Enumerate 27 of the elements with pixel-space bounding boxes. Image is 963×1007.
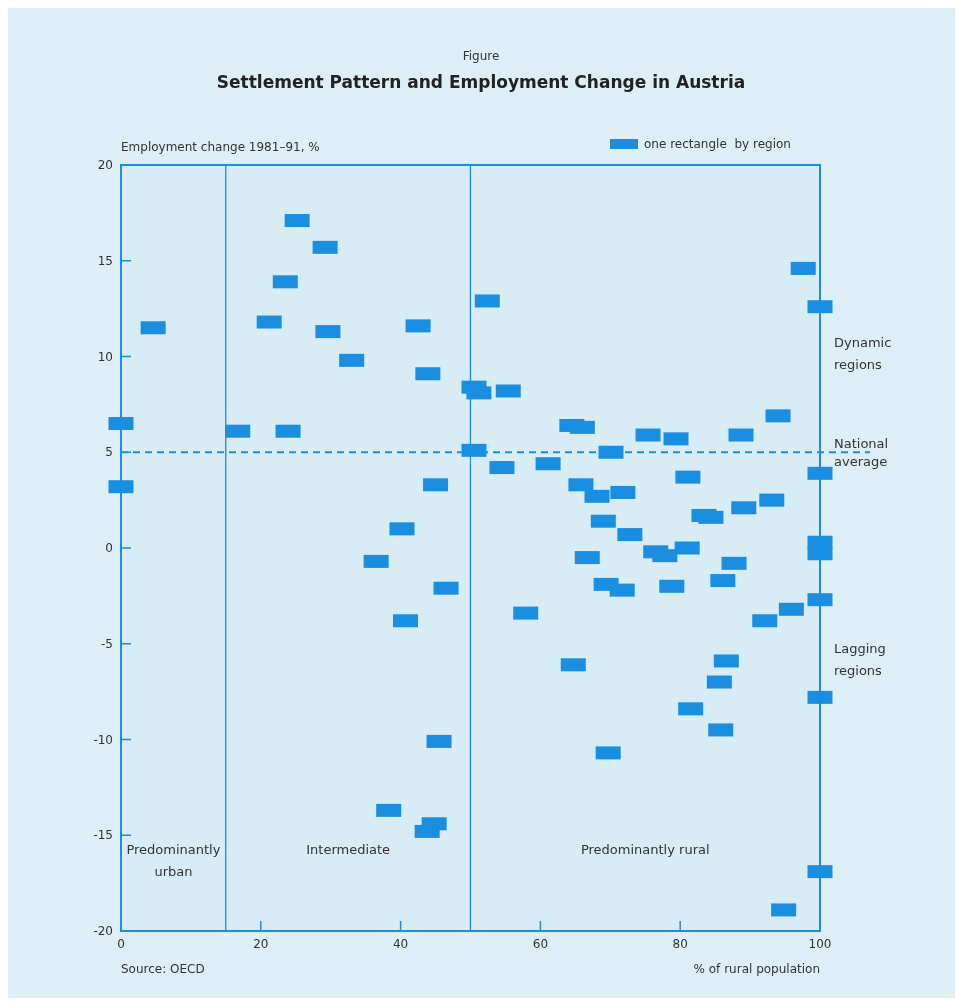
x-tick-label: 60: [532, 937, 549, 951]
x-tick-label: 80: [672, 937, 688, 951]
x-tick-label: 40: [392, 937, 409, 951]
x-axis-title: % of rural population: [693, 962, 820, 976]
x-tick-label: 100: [808, 937, 832, 951]
y-tick-label: 20: [97, 158, 113, 172]
y-tick-label: -15: [93, 828, 113, 843]
text: Lagging regions: [834, 641, 886, 679]
y-tick-label: 0: [105, 541, 113, 555]
y-tick-label: 10: [97, 349, 113, 364]
y-tick-label: -10: [93, 732, 113, 747]
y-tick-label: 5: [105, 445, 113, 460]
ref-line-label: National average: [834, 436, 889, 470]
y-axis-title: Employment change 1981–91, %: [121, 140, 320, 154]
source-note: Source: OECD: [121, 962, 205, 976]
chart-title: Settlement Pattern and Employment Change in Austria: [216, 72, 746, 92]
y-tick-label: 15: [97, 253, 113, 268]
legend-label: one rectangle by region: [644, 137, 791, 151]
y-tick-label: -20: [93, 924, 113, 938]
band-label: Intermediate: [306, 842, 391, 858]
y-tick-label: -5: [101, 636, 113, 651]
band-label: Predominantly urban: [126, 842, 221, 880]
text: Dynamic regions: [834, 334, 892, 372]
band-label: Predominantly rural: [580, 842, 710, 858]
x-tick-label: 20: [253, 937, 269, 951]
x-tick-label: 0: [117, 937, 125, 951]
chart-subtitle: Figure: [462, 49, 500, 63]
